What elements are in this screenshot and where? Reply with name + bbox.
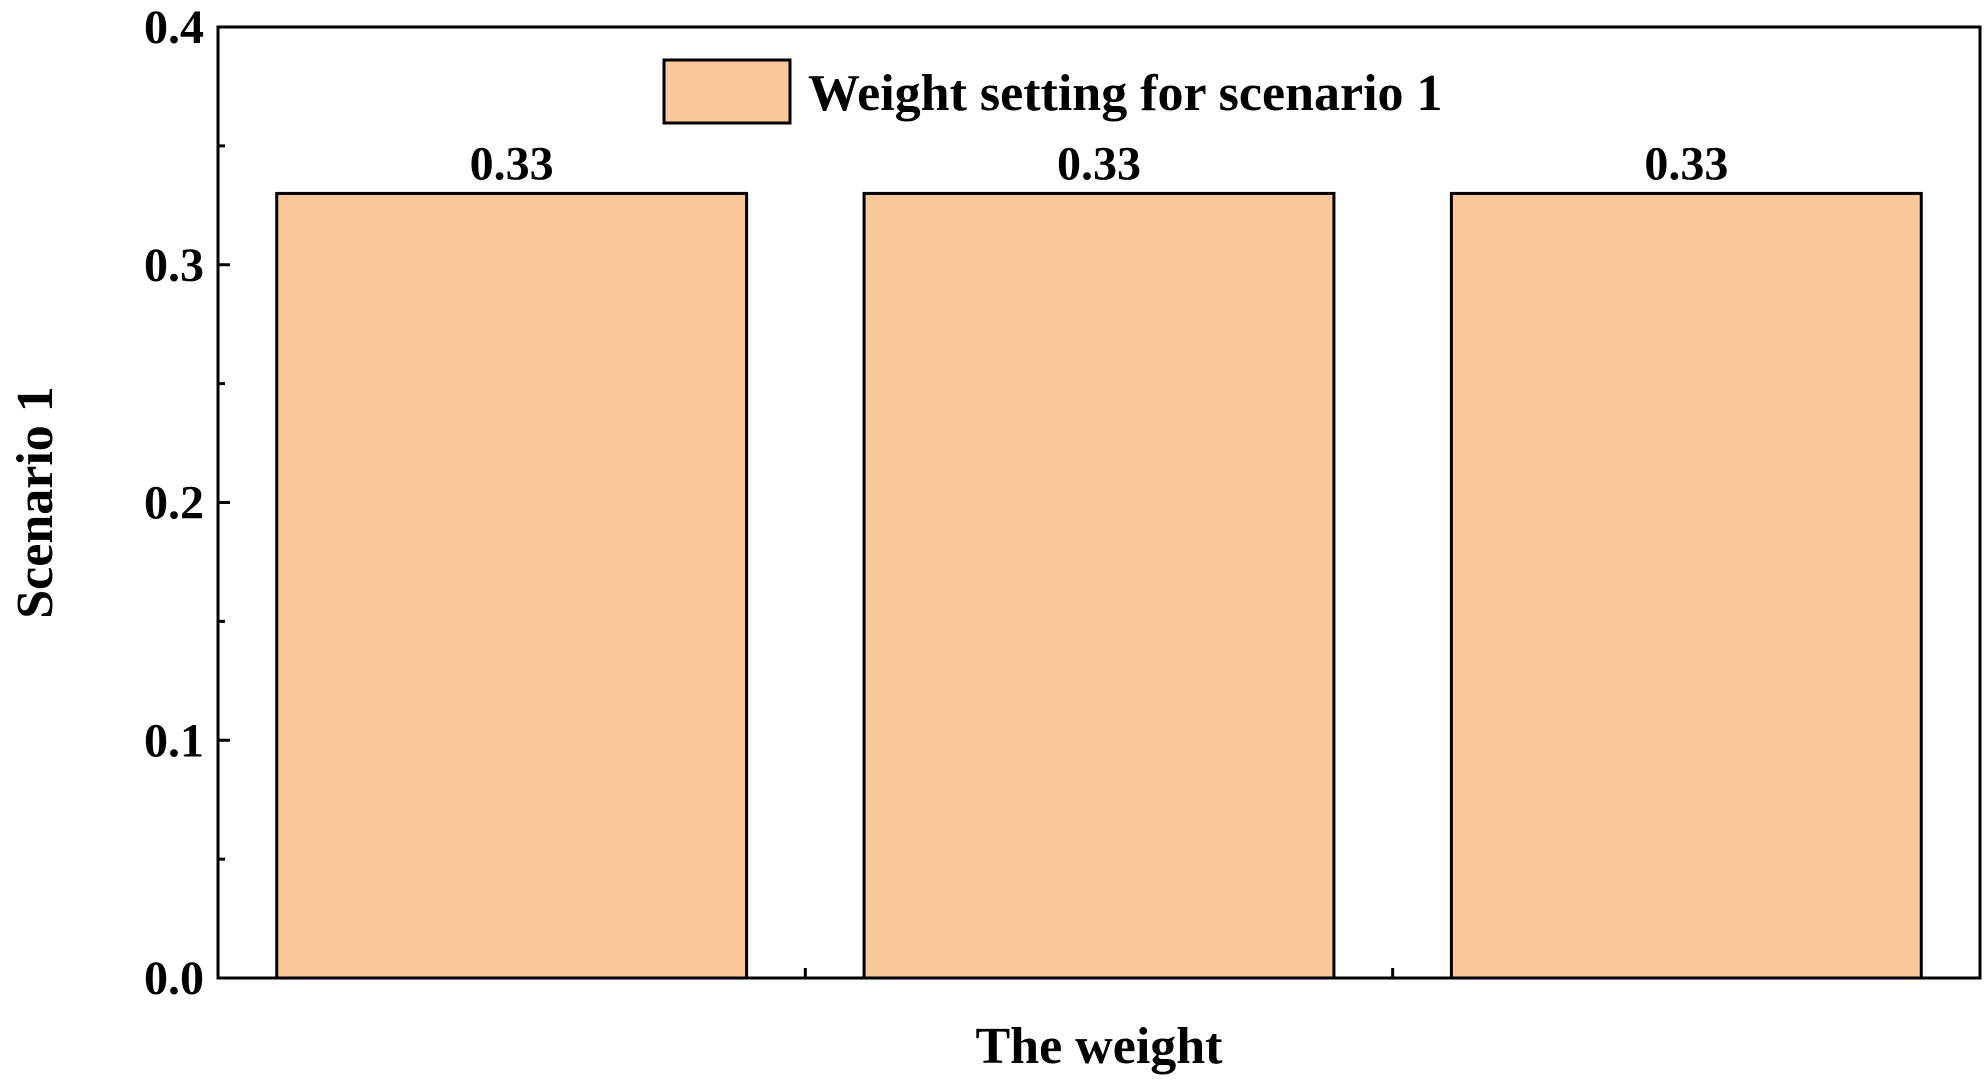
y-tick-label: 0.3 bbox=[144, 239, 204, 292]
y-tick-label: 0.0 bbox=[144, 952, 204, 1005]
x-axis-ticks bbox=[803, 968, 1395, 978]
legend-swatch bbox=[662, 58, 792, 125]
y-axis-ticks: 0.0 0.1 0.2 0.3 0.4 bbox=[144, 1, 230, 1005]
bars-group bbox=[275, 191, 1923, 980]
legend: Weight setting for scenario 1 bbox=[662, 58, 1443, 125]
data-labels-group: 0.33 0.33 0.33 bbox=[470, 137, 1729, 190]
y-axis-title: Scenario 1 bbox=[7, 386, 64, 619]
bar-2 bbox=[862, 191, 1336, 980]
bar-3 bbox=[1449, 191, 1923, 980]
bar-1 bbox=[275, 191, 749, 980]
y-tick-label: 0.2 bbox=[144, 477, 204, 530]
x-axis-title: The weight bbox=[976, 1018, 1224, 1075]
data-label-3: 0.33 bbox=[1644, 137, 1728, 190]
data-label-2: 0.33 bbox=[1057, 137, 1141, 190]
legend-label: Weight setting for scenario 1 bbox=[808, 65, 1443, 122]
y-tick-label: 0.1 bbox=[144, 714, 204, 767]
data-label-1: 0.33 bbox=[470, 137, 554, 190]
y-tick-label: 0.4 bbox=[144, 1, 204, 54]
